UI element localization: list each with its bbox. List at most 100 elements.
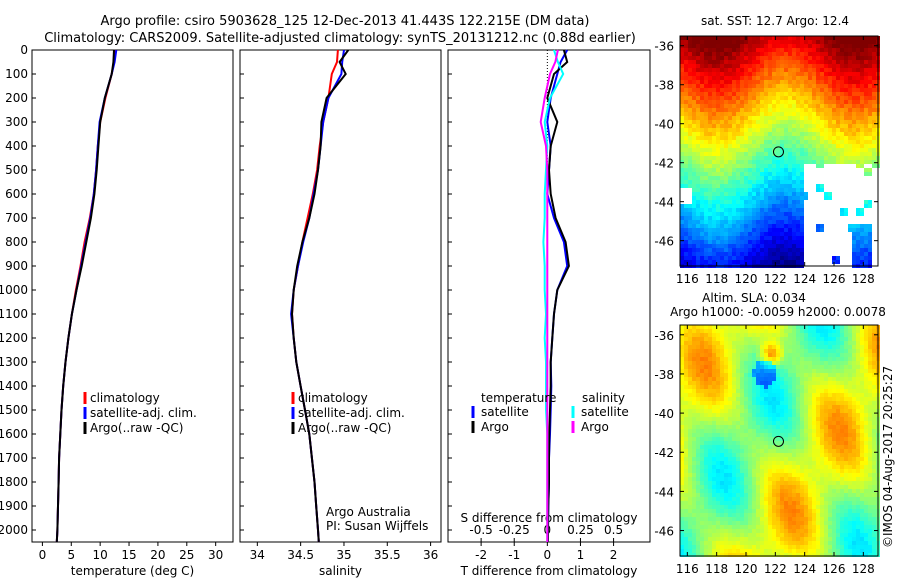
- map-cell: [796, 477, 800, 481]
- map-cell: [736, 36, 740, 40]
- map-cell: [756, 64, 760, 68]
- map-cell: [712, 373, 716, 377]
- map-cell: [688, 208, 692, 212]
- map-cell: [688, 485, 692, 489]
- map-cell: [840, 405, 844, 409]
- map-cell: [788, 172, 792, 176]
- map-cell: [780, 329, 784, 333]
- map-cell: [780, 144, 784, 148]
- map-cell: [756, 381, 760, 385]
- map-cell: [740, 100, 744, 104]
- map-cell: [848, 357, 852, 361]
- map-cell: [740, 104, 744, 108]
- map-cell: [844, 100, 848, 104]
- map-cell: [776, 200, 780, 204]
- map-cell: [868, 44, 872, 48]
- map-cell: [712, 72, 716, 76]
- map-cell: [760, 325, 764, 329]
- map-cell: [776, 449, 780, 453]
- map-cell: [764, 240, 768, 244]
- map-cell: [692, 457, 696, 461]
- map-cell: [868, 401, 872, 405]
- map-cell: [684, 152, 688, 156]
- map-cell: [860, 325, 864, 329]
- map-cell: [792, 325, 796, 329]
- map-cell: [836, 76, 840, 80]
- map-cell: [828, 381, 832, 385]
- map-cell: [868, 240, 872, 244]
- map-cell: [736, 248, 740, 252]
- map-cell: [836, 357, 840, 361]
- map-cell: [860, 501, 864, 505]
- map-cell: [840, 469, 844, 473]
- map-cell: [868, 136, 872, 140]
- map-cell: [700, 88, 704, 92]
- map-cell: [696, 441, 700, 445]
- map-cell: [820, 365, 824, 369]
- map-cell: [776, 100, 780, 104]
- map-cell: [852, 236, 856, 240]
- map-cell: [680, 212, 684, 216]
- map-cell: [856, 160, 860, 164]
- map-cell: [760, 68, 764, 72]
- map-cell: [764, 365, 768, 369]
- map-cell: [768, 120, 772, 124]
- map-cell: [780, 252, 784, 256]
- map-cell: [796, 212, 800, 216]
- map-cell: [804, 92, 808, 96]
- map-cell: [804, 48, 808, 52]
- map-cell: [740, 180, 744, 184]
- map-cell: [844, 481, 848, 485]
- map-cell: [872, 393, 876, 397]
- map-cell: [784, 453, 788, 457]
- map-cell: [804, 192, 808, 196]
- map-cell: [840, 497, 844, 501]
- map-cell: [716, 349, 720, 353]
- map-cell: [700, 473, 704, 477]
- map-cell: [788, 377, 792, 381]
- map-cell: [760, 421, 764, 425]
- map-cell: [788, 361, 792, 365]
- map-cell: [700, 132, 704, 136]
- map-cell: [820, 481, 824, 485]
- map-cell: [860, 453, 864, 457]
- map-cell: [772, 84, 776, 88]
- map-cell: [736, 180, 740, 184]
- map-cell: [688, 180, 692, 184]
- map-cell: [748, 228, 752, 232]
- map-cell: [752, 497, 756, 501]
- map-cell: [728, 252, 732, 256]
- map-cell: [680, 232, 684, 236]
- map-cell: [816, 100, 820, 104]
- map-cell: [796, 184, 800, 188]
- map-cell: [692, 240, 696, 244]
- map-cell: [712, 429, 716, 433]
- map-cell: [716, 216, 720, 220]
- map-cell: [684, 497, 688, 501]
- map-cell: [688, 453, 692, 457]
- map-cell: [856, 240, 860, 244]
- map-cell: [772, 172, 776, 176]
- map-cell: [700, 56, 704, 60]
- map-cell: [860, 128, 864, 132]
- map-cell: [860, 156, 864, 160]
- map-cell: [788, 421, 792, 425]
- map-cell: [680, 128, 684, 132]
- map-cell: [688, 224, 692, 228]
- map-cell: [748, 88, 752, 92]
- map-cell: [684, 216, 688, 220]
- map-cell: [756, 148, 760, 152]
- map-cell: [784, 140, 788, 144]
- map-cell: [768, 212, 772, 216]
- map-cell: [680, 421, 684, 425]
- map-cell: [732, 228, 736, 232]
- map-cell: [848, 337, 852, 341]
- map-cell: [728, 497, 732, 501]
- map-cell: [864, 361, 868, 365]
- map-cell: [852, 108, 856, 112]
- map-cell: [760, 112, 764, 116]
- map-cell: [784, 357, 788, 361]
- map-cell: [732, 208, 736, 212]
- map-cell: [704, 108, 708, 112]
- map-cell: [868, 501, 872, 505]
